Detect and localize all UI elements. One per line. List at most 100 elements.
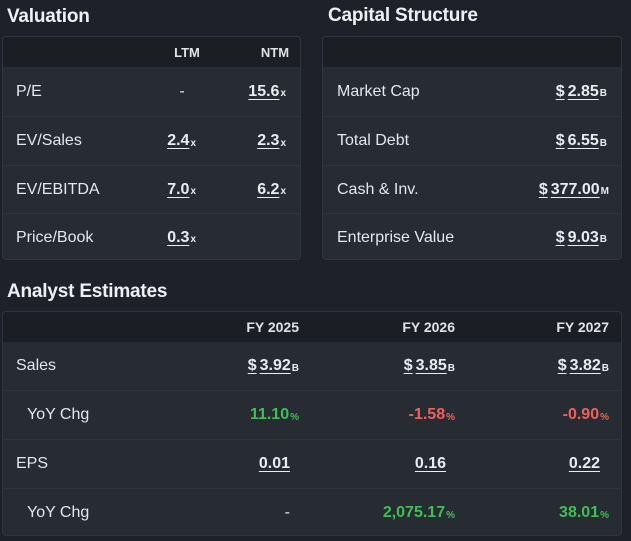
value-number: 11.10 [249, 406, 290, 423]
value-suffix: % [600, 411, 609, 423]
ev-ebitda-ltm-link[interactable]: 7.0 x [167, 166, 196, 213]
row-label: Enterprise Value [337, 228, 455, 246]
value-suffix: % [600, 509, 609, 521]
value-number: 38.01 [559, 504, 600, 521]
eps-fy2026-link[interactable]: 0.16 [415, 440, 446, 488]
value-suffix: % [446, 411, 455, 423]
row-label: P/E [16, 82, 42, 100]
value-suffix: % [446, 509, 455, 521]
value-number: 2.85 [567, 82, 599, 100]
total-debt-link[interactable]: $6.55 B [556, 117, 607, 165]
eps-yoy-fy2025: - [284, 489, 290, 535]
value-number: 6.2 [257, 180, 280, 198]
value-currency: $ [538, 180, 548, 198]
pe-ltm-value: - [179, 82, 185, 100]
value-suffix: x [280, 88, 286, 99]
row-label: YoY Chg [27, 504, 90, 521]
value-currency: $ [555, 82, 565, 100]
capital-header-row [323, 37, 621, 67]
row-label: EV/Sales [16, 132, 82, 149]
analyst-row-sales: Sales $3.92 B $3.85 B $3.82 B [3, 342, 621, 390]
valuation-row-price-book: Price/Book 0.3 x [3, 213, 300, 259]
valuation-header-row: LTM NTM [3, 37, 300, 67]
value-suffix: % [290, 411, 299, 423]
col-header-ltm: LTM [174, 44, 200, 60]
sales-fy2026-link[interactable]: $3.85 B [404, 342, 455, 390]
ev-sales-ntm-link[interactable]: 2.3 x [257, 117, 286, 165]
value-number: 3.82 [569, 357, 601, 374]
value-number: 3.92 [259, 357, 291, 374]
eps-fy2027-link[interactable]: 0.22 [569, 440, 600, 488]
value-suffix: x [190, 186, 196, 197]
valuation-panel: LTM NTM P/E - 15.6 x EV/Sales 2.4 x 2.3 x E… [2, 36, 301, 260]
value-suffix: B [599, 88, 607, 99]
value-number: - [284, 504, 290, 521]
analyst-row-sales-yoy: YoY Chg 11.10% -1.58% -0.90% [3, 390, 621, 439]
sales-yoy-fy2025: 11.10% [250, 391, 299, 439]
analyst-row-eps: EPS 0.01 0.16 0.22 [3, 439, 621, 488]
value-suffix: B [599, 137, 607, 149]
value-suffix: x [190, 137, 196, 149]
capital-row-enterprise-value: Enterprise Value $9.03 B [323, 213, 621, 259]
col-header-fy2026: FY 2026 [402, 319, 455, 335]
value-number: -0.90 [562, 406, 600, 423]
col-header-ntm: NTM [260, 44, 290, 60]
pe-ntm-link[interactable]: 15.6 x [248, 67, 286, 116]
valuation-row-ev-ebitda: EV/EBITDA 7.0 x 6.2 x [3, 165, 300, 213]
sales-yoy-fy2026: -1.58% [409, 391, 455, 439]
row-label: Sales [16, 357, 57, 374]
analyst-row-eps-yoy: YoY Chg - 2,075.17% 38.01% [3, 488, 621, 535]
value-currency: $ [247, 357, 257, 374]
row-label: Cash & Inv. [337, 180, 419, 198]
value-currency: $ [557, 357, 567, 374]
value-suffix: B [447, 362, 455, 374]
valuation-row-pe: P/E - 15.6 x [3, 67, 300, 116]
value-number: 0.01 [258, 455, 290, 472]
value-number: 2,075.17 [382, 504, 446, 521]
capital-row-cash: Cash & Inv. $377.00 M [323, 165, 621, 213]
value-number: 2.4 [167, 132, 190, 149]
row-label: YoY Chg [27, 406, 90, 423]
value-number: 7.0 [167, 180, 190, 198]
value-number: 2.3 [257, 132, 280, 149]
valuation-row-ev-sales: EV/Sales 2.4 x 2.3 x [3, 116, 300, 165]
ev-ebitda-ntm-link[interactable]: 6.2 x [257, 166, 286, 213]
analyst-header-row: FY 2025 FY 2026 FY 2027 [3, 312, 621, 342]
row-label: Total Debt [337, 132, 410, 149]
value-suffix: x [280, 186, 286, 197]
capital-structure-panel: Market Cap $2.85 B Total Debt $6.55 B Cash… [322, 36, 622, 260]
sales-fy2027-link[interactable]: $3.82 B [558, 342, 609, 390]
eps-yoy-fy2026: 2,075.17% [382, 489, 455, 535]
value-number: -1.58 [408, 406, 446, 423]
value-currency: $ [555, 228, 565, 246]
row-label: Price/Book [16, 228, 94, 246]
sales-yoy-fy2027: -0.90% [563, 391, 609, 439]
value-suffix: x [190, 234, 196, 245]
capital-row-market-cap: Market Cap $2.85 B [323, 67, 621, 116]
value-suffix: B [601, 362, 609, 374]
eps-fy2025-link[interactable]: 0.01 [259, 440, 290, 488]
sales-fy2025-link[interactable]: $3.92 B [248, 342, 299, 390]
cash-inv-link[interactable]: $377.00 M [539, 166, 609, 213]
value-number: 3.85 [415, 357, 447, 374]
analyst-estimates-title: Analyst Estimates [7, 281, 168, 302]
market-cap-link[interactable]: $2.85 B [556, 67, 607, 116]
ev-sales-ltm-link[interactable]: 2.4 x [167, 117, 196, 165]
analyst-estimates-panel: FY 2025 FY 2026 FY 2027 Sales $3.92 B $3.… [2, 311, 622, 536]
price-book-ltm-link[interactable]: 0.3 x [167, 214, 196, 259]
value-suffix: B [599, 234, 607, 245]
value-number: 0.3 [167, 228, 190, 246]
value-number: 15.6 [248, 82, 280, 100]
value-number: 9.03 [567, 228, 599, 246]
capital-structure-title: Capital Structure [328, 5, 478, 26]
value-number: 0.16 [414, 455, 446, 472]
capital-row-total-debt: Total Debt $6.55 B [323, 116, 621, 165]
value-suffix: x [280, 137, 286, 149]
value-currency: $ [403, 357, 413, 374]
row-label: EPS [16, 455, 49, 472]
value-number: 6.55 [567, 132, 599, 149]
valuation-title: Valuation [7, 6, 90, 27]
col-header-fy2027: FY 2027 [556, 319, 609, 335]
row-label: EV/EBITDA [16, 180, 100, 198]
enterprise-value-link[interactable]: $9.03 B [555, 214, 607, 259]
